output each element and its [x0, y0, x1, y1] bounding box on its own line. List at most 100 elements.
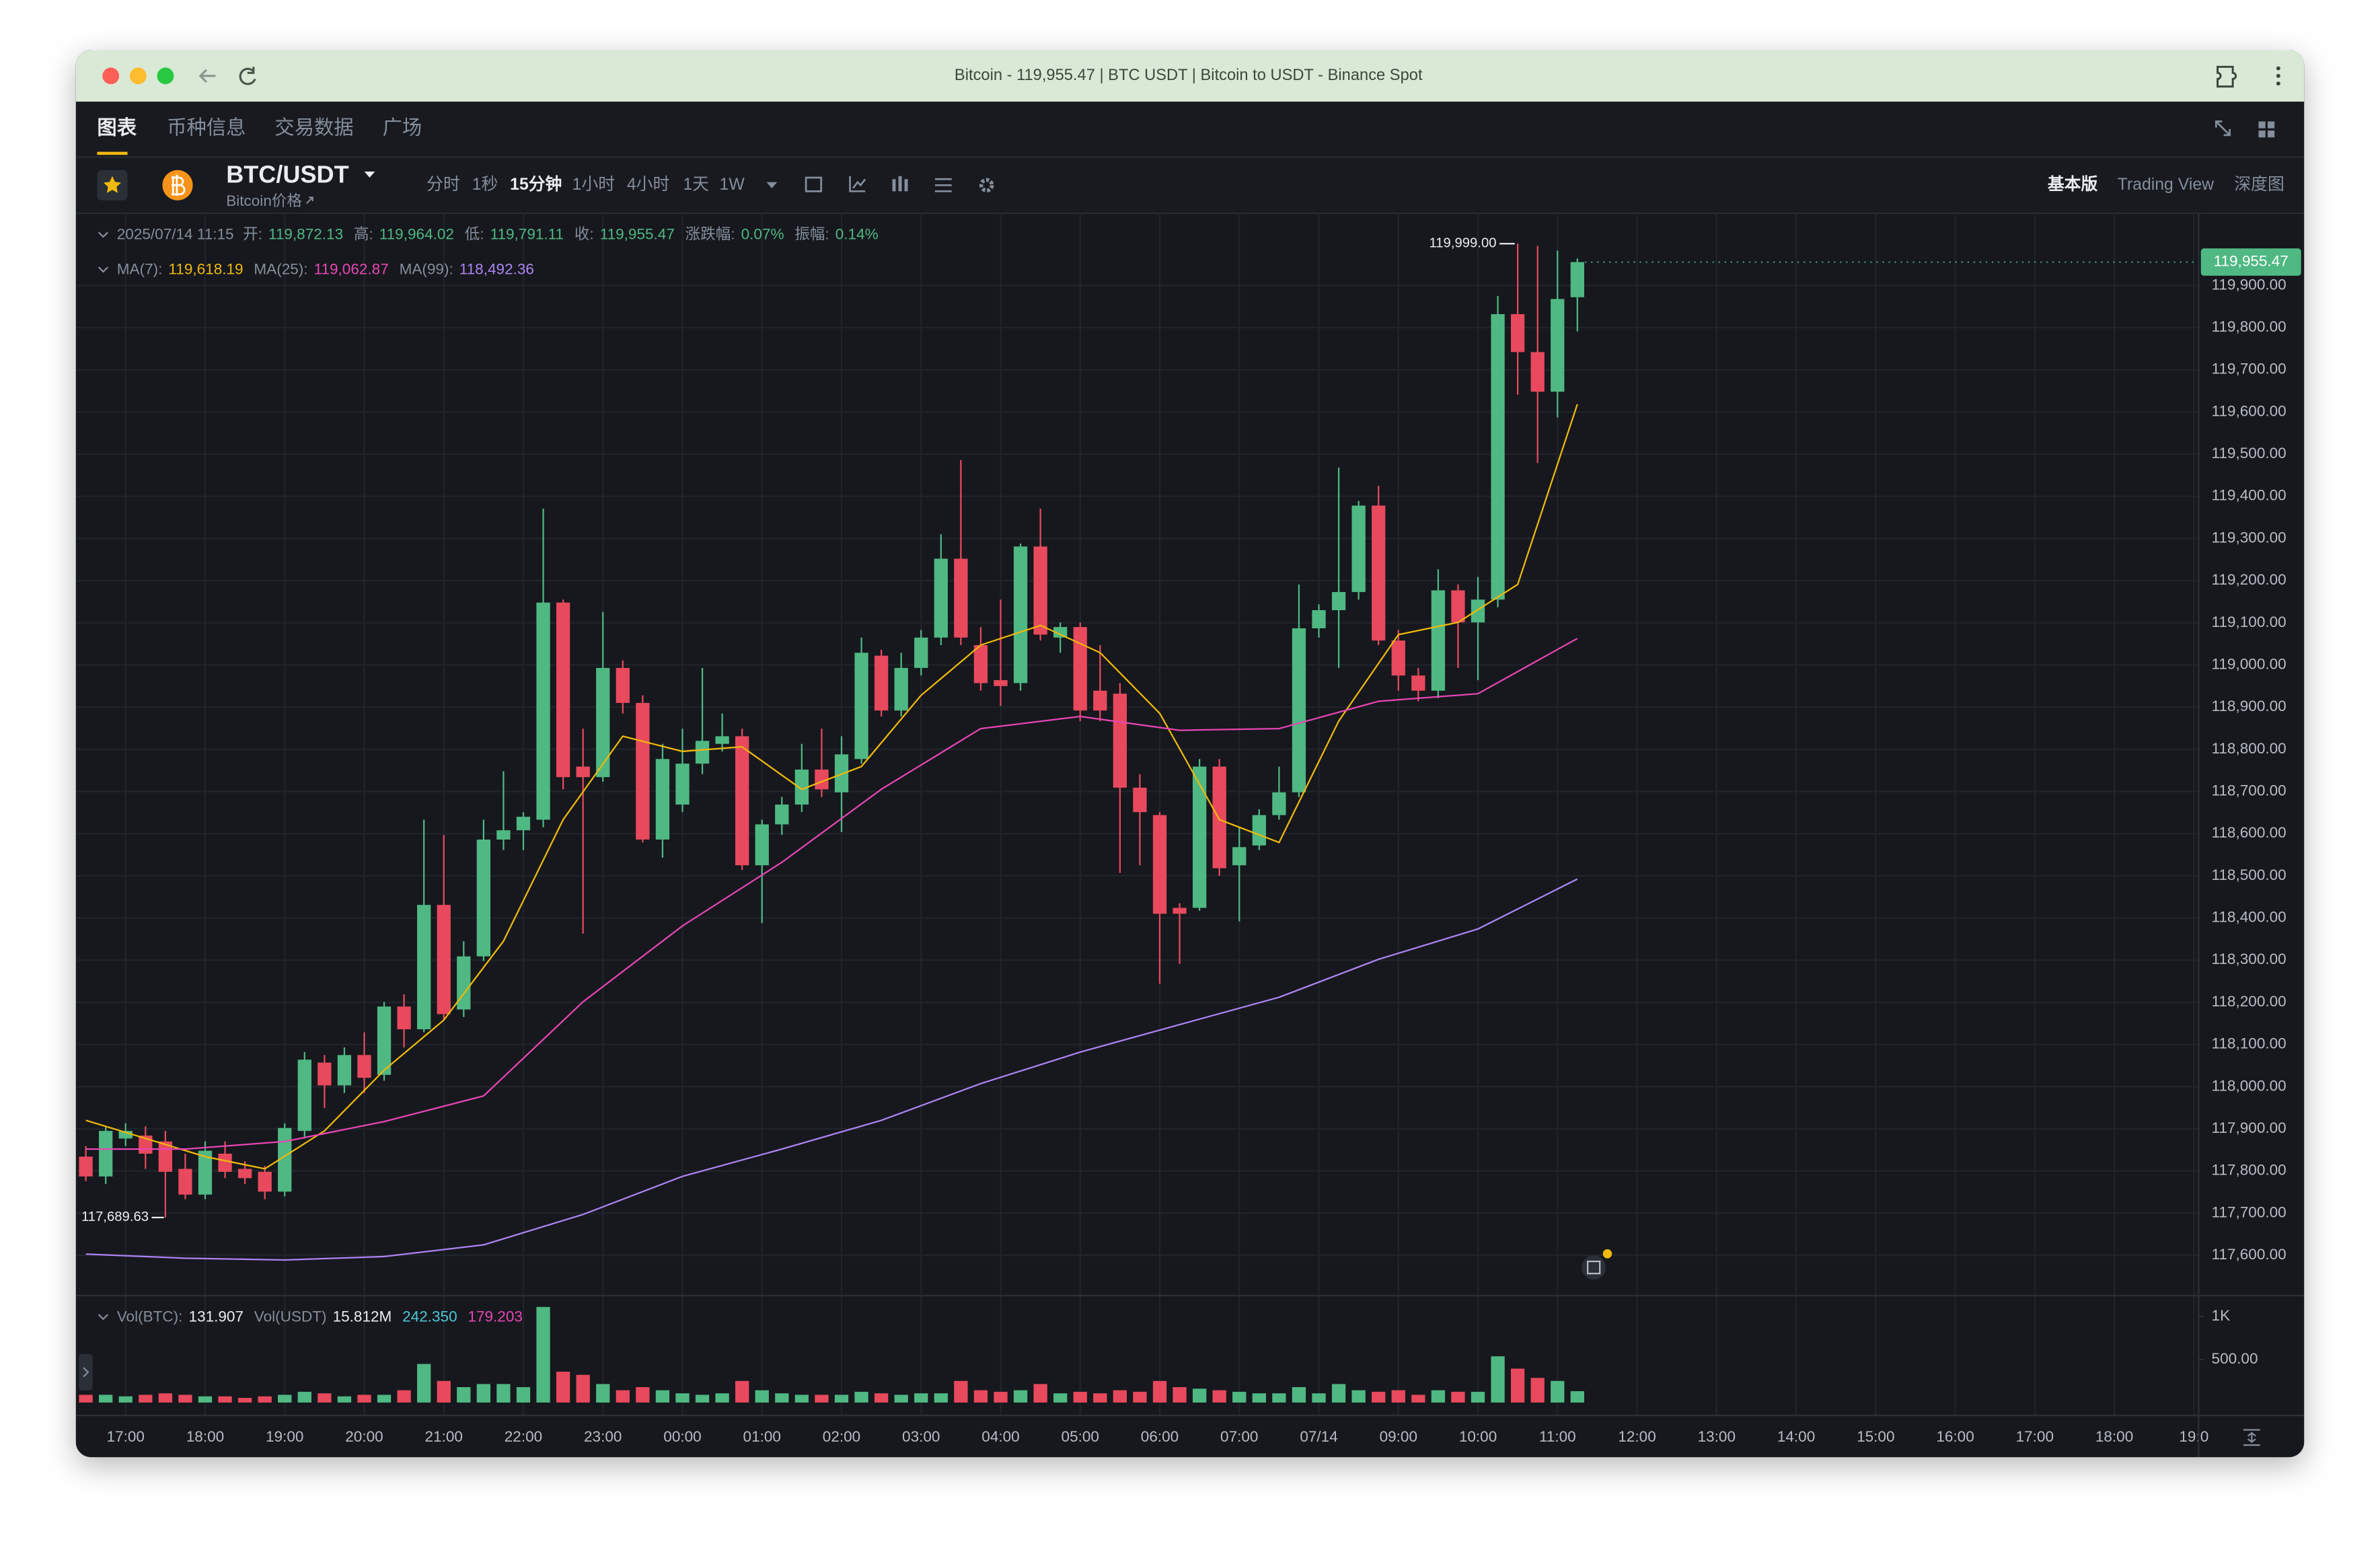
- volume-bar: [934, 1393, 948, 1403]
- volume-bar: [417, 1364, 431, 1403]
- collapse-button[interactable]: [2215, 120, 2231, 137]
- collapse-chevron[interactable]: [98, 266, 109, 273]
- volume-bar: [973, 1390, 988, 1403]
- candle-body: [1033, 546, 1047, 635]
- x-tick-label: 05:00: [1062, 1428, 1099, 1445]
- volume-bar: [1053, 1393, 1068, 1403]
- zoom-button[interactable]: [157, 67, 174, 85]
- volume-bar: [874, 1393, 889, 1403]
- x-tick-label: 16:00: [1936, 1428, 1974, 1445]
- volume-bar: [1511, 1368, 1525, 1403]
- volume-bar: [1391, 1390, 1405, 1403]
- minimize-button[interactable]: [129, 67, 147, 85]
- volume-bar: [1133, 1391, 1147, 1403]
- y-tick-label: 118,500.00: [2212, 866, 2286, 883]
- settings-button[interactable]: [979, 178, 994, 193]
- x-tick-label: 19:00: [266, 1428, 303, 1445]
- nav-tab[interactable]: 币种信息: [167, 117, 246, 139]
- volume-bar: [1152, 1380, 1167, 1403]
- candle-body: [417, 905, 431, 1030]
- info-label: 涨跌幅:: [685, 226, 735, 243]
- interval-button[interactable]: 1秒: [472, 175, 498, 194]
- interval-dropdown[interactable]: [766, 182, 778, 188]
- volume-bar: [1411, 1395, 1425, 1403]
- indicator-button[interactable]: [849, 176, 866, 192]
- view-button[interactable]: 深度图: [2234, 175, 2284, 194]
- y-tick-label: 117,800.00: [2212, 1162, 2286, 1179]
- high-marker-label: 119,999.00: [1429, 236, 1496, 251]
- x-tick-label: 12:00: [1618, 1428, 1656, 1445]
- interval-button[interactable]: 1天: [683, 176, 709, 194]
- volume-pane: [79, 1306, 1585, 1403]
- candle-body: [636, 702, 650, 840]
- candle-body: [556, 602, 570, 778]
- volume-bar: [318, 1393, 332, 1403]
- reload-button[interactable]: [239, 67, 256, 85]
- volume-bar: [158, 1393, 173, 1403]
- volume-toggle[interactable]: [79, 1353, 93, 1390]
- calendar-button[interactable]: [805, 176, 823, 192]
- candle-body: [178, 1168, 192, 1195]
- scale-button[interactable]: [2243, 1429, 2260, 1446]
- alert-button[interactable]: [1582, 1255, 1606, 1280]
- volume-bar: [1570, 1391, 1585, 1403]
- extensions-button[interactable]: [2217, 65, 2237, 88]
- layout-button[interactable]: [2258, 121, 2275, 138]
- close-button[interactable]: [102, 67, 120, 85]
- nav-tab[interactable]: 图表: [97, 117, 137, 139]
- toolbar-icons: [805, 176, 994, 193]
- candle-body: [1312, 610, 1326, 628]
- candle-body: [973, 645, 988, 683]
- volume-bar: [655, 1390, 670, 1403]
- candle-body: [1411, 675, 1425, 691]
- interval-button[interactable]: 分时: [426, 175, 460, 194]
- chart-type-button[interactable]: [892, 176, 908, 192]
- view-button[interactable]: Trading View: [2118, 176, 2215, 194]
- x-tick-label: 17:00: [107, 1428, 145, 1445]
- volume-bar: [437, 1380, 451, 1403]
- volume-bar: [1471, 1391, 1485, 1403]
- x-tick-label: 11:00: [1539, 1428, 1576, 1445]
- candle-body: [318, 1062, 332, 1086]
- volume-bar: [457, 1386, 471, 1403]
- ma-line: [85, 878, 1578, 1261]
- last-price-label: 119,955.47: [2214, 253, 2289, 270]
- y-tick-label: 118,600.00: [2212, 824, 2286, 841]
- candle-body: [357, 1055, 371, 1078]
- nav-tab[interactable]: 广场: [383, 117, 422, 139]
- candle-body: [1491, 313, 1505, 600]
- menu-button[interactable]: [2276, 66, 2280, 86]
- ma-legend-value: 119,062.87: [314, 261, 389, 278]
- x-tick-label: 22:00: [505, 1428, 542, 1445]
- view-button[interactable]: 基本版: [2048, 175, 2098, 194]
- volume-bar: [894, 1395, 908, 1403]
- volume-bar: [1173, 1386, 1187, 1403]
- collapse-chevron[interactable]: [98, 231, 109, 238]
- template-button[interactable]: [934, 178, 952, 192]
- info-time: 2025/07/14 11:15: [117, 226, 234, 243]
- symbol-pair[interactable]: BTC/USDT: [226, 160, 348, 188]
- volume-bar: [297, 1391, 311, 1403]
- candle-body: [596, 667, 610, 778]
- interval-button[interactable]: 15分钟: [510, 175, 562, 194]
- chart-area: [75, 214, 2305, 1458]
- interval-button[interactable]: 1小时: [572, 175, 615, 194]
- volume-bar: [237, 1398, 252, 1403]
- ma-line: [85, 638, 1578, 1150]
- collapse-chevron[interactable]: [98, 1314, 109, 1321]
- volume-bar: [397, 1390, 411, 1403]
- nav-tab[interactable]: 交易数据: [274, 117, 353, 139]
- interval-button[interactable]: 4小时: [627, 175, 669, 194]
- interval-button[interactable]: 1W: [720, 176, 745, 194]
- volume-bar: [79, 1395, 93, 1403]
- symbol-subtitle[interactable]: Bitcoin价格: [226, 192, 302, 209]
- btc-glyph: [171, 174, 186, 196]
- info-value: 119,791.11: [490, 226, 564, 243]
- symbol-dropdown[interactable]: [364, 171, 375, 178]
- volume-legend: 179.203: [468, 1308, 523, 1325]
- volume-bar: [218, 1396, 232, 1403]
- back-button[interactable]: [198, 69, 216, 83]
- volume-bar: [476, 1384, 491, 1403]
- title-bar: [75, 50, 2305, 102]
- volume-bar: [636, 1386, 650, 1403]
